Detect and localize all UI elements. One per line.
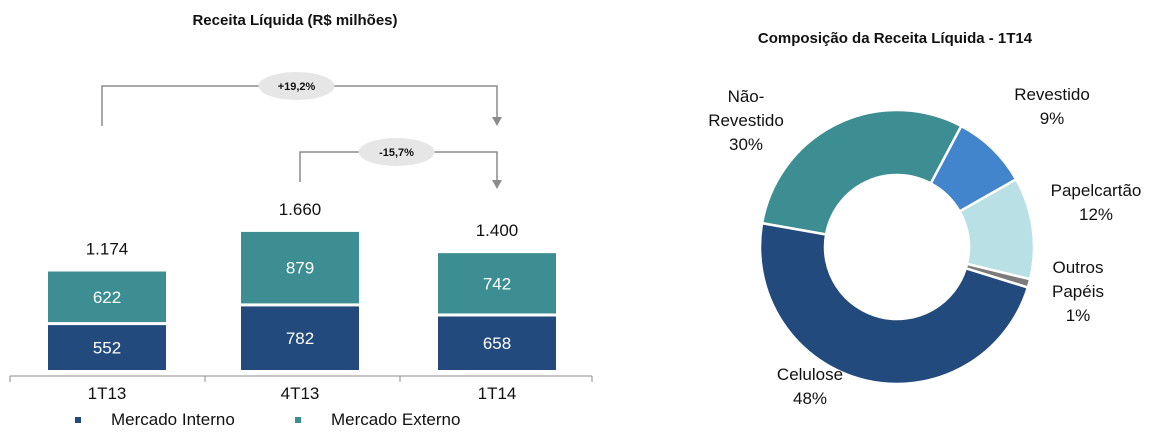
legend-item-externo: Mercado Externo	[295, 410, 460, 430]
donut-label-outros-0: Outros	[1052, 258, 1103, 277]
bar-interno-1T14	[438, 316, 556, 370]
data-label-externo-4T13: 879	[286, 259, 314, 278]
donut-label-celulose-1: 48%	[793, 389, 827, 408]
x-tick-label-1T14: 1T14	[478, 384, 517, 403]
data-label-externo-1T14: 742	[483, 274, 511, 293]
legend-label-interno: Mercado Interno	[111, 410, 235, 429]
data-label-interno-1T13: 552	[93, 339, 121, 358]
donut-label-revestido-1: 9%	[1040, 109, 1065, 128]
data-label-interno-4T13: 782	[286, 329, 314, 348]
growth-arrowhead-1	[492, 180, 502, 189]
donut-slice-naoRevestido	[760, 108, 964, 236]
donut-label-papelcartao-1: 12%	[1079, 205, 1113, 224]
donut-label-outros-2: 1%	[1066, 306, 1091, 325]
donut-label-naoRevestido-1: Revestido	[708, 111, 784, 130]
donut-label-revestido-0: Revestido	[1014, 85, 1090, 104]
bar-interno-4T13	[241, 306, 359, 370]
legend-swatch-externo	[295, 417, 301, 423]
bar-externo-1T13	[48, 271, 166, 323]
bar-chart: 552 622 1.174 1T13 782 879 1.660 4T13 658 742 1.40…	[9, 72, 593, 403]
data-label-externo-1T13: 622	[93, 288, 121, 307]
legend-label-externo: Mercado Externo	[331, 410, 461, 429]
donut-slice-celulose	[758, 221, 1030, 386]
donut-chart-title: Composição da Receita Líquida - 1T14	[757, 30, 1033, 47]
legend-swatch-interno	[75, 417, 81, 423]
donut-label-celulose-0: Celulose	[777, 365, 843, 384]
legend-item-interno: Mercado Interno	[75, 410, 235, 430]
donut-label-naoRevestido-2: 30%	[729, 135, 763, 154]
bar-chart-title: Receita Líquida (R$ milhões)	[192, 12, 398, 29]
x-tick-label-4T13: 4T13	[281, 384, 320, 403]
x-tick-label-1T13: 1T13	[88, 384, 127, 403]
growth-badge-1	[358, 138, 435, 166]
total-label-1T14: 1.400	[476, 221, 519, 240]
donut-label-naoRevestido-0: Não-	[728, 87, 765, 106]
donut-label-outros-1: Papéis	[1052, 282, 1104, 301]
bar-externo-4T13	[241, 231, 359, 304]
bar-interno-1T13	[48, 325, 166, 370]
growth-label-0: +19,2%	[278, 81, 316, 93]
donut-label-papelcartao-0: Papelcartão	[1051, 181, 1142, 200]
bar-externo-1T14	[438, 253, 556, 314]
total-label-1T13: 1.174	[86, 240, 129, 259]
growth-label-1: -15,7%	[379, 147, 414, 159]
growth-arrowhead-0	[492, 117, 502, 126]
total-label-4T13: 1.660	[279, 200, 322, 219]
growth-badge-0	[258, 72, 335, 100]
data-label-interno-1T14: 658	[483, 334, 511, 353]
